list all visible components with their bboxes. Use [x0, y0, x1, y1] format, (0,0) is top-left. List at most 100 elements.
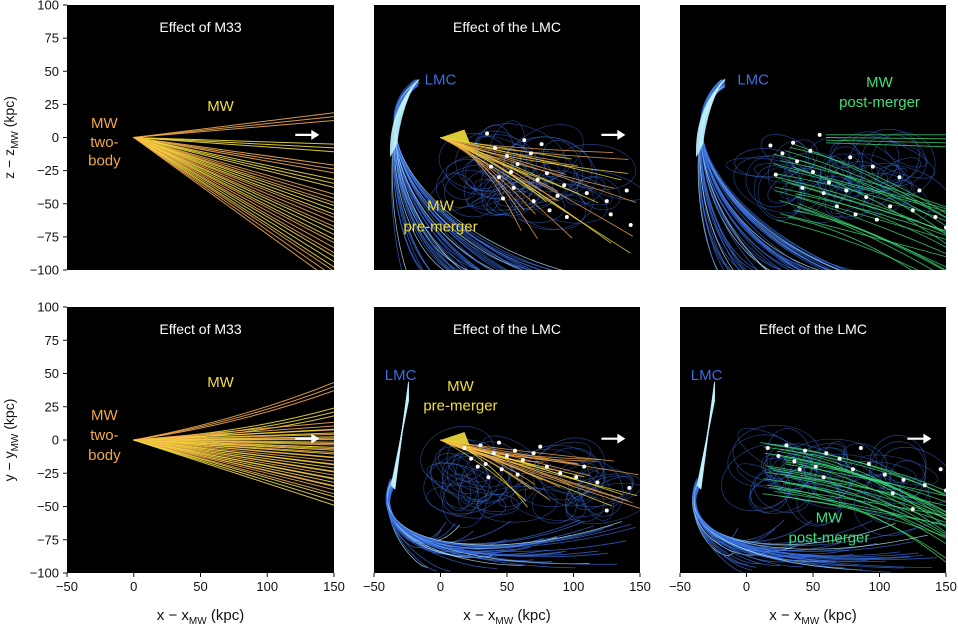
satellite-point	[848, 155, 853, 160]
mw-pre-merger-bundle	[440, 432, 470, 446]
satellite-orbit-loop	[745, 154, 802, 208]
satellite-orbit-loop	[481, 176, 517, 215]
lmc-trajectory	[386, 484, 618, 565]
series-label: post-merger	[839, 94, 920, 111]
y-tick-label: −25	[37, 466, 59, 481]
mw-two-body-trajectory	[133, 137, 334, 207]
satellite-point	[485, 131, 490, 136]
panel-title: Effect of the LMC	[759, 321, 867, 337]
satellite-point	[910, 208, 915, 213]
satellite-orbit-loop	[452, 447, 513, 488]
satellite-point	[531, 451, 536, 456]
mw-two-body-trajectory	[133, 137, 334, 166]
panel-top-3: LMC MW post-merger	[680, 5, 946, 270]
y-tick-label: −50	[37, 499, 59, 514]
satellite-point	[901, 477, 906, 482]
satellite-point	[462, 445, 467, 450]
mw-two-body-trajectory	[133, 137, 334, 211]
satellite-orbit-loop	[528, 444, 606, 495]
satellite-point	[522, 138, 527, 143]
panel-title: Effect of M33	[159, 321, 241, 337]
satellite-orbit-loop	[444, 170, 501, 218]
satellite-orbit-loop	[420, 426, 495, 485]
series-label: body	[88, 447, 121, 464]
satellite-point	[784, 443, 789, 448]
mw-post-merger-trajectory	[788, 170, 946, 212]
x-tick-label: 0	[437, 579, 444, 594]
right-arrow-icon	[907, 433, 932, 444]
satellite-point	[826, 180, 831, 185]
panel-top-2: Effect of the LMC LMC MW pre-merger	[374, 5, 640, 270]
satellite-orbit-loop	[532, 437, 605, 501]
y-tick-label: 100	[37, 300, 59, 315]
satellite-orbit-loop	[824, 153, 863, 190]
x-axis-label-unit: (kpc)	[207, 607, 245, 624]
plot-area	[389, 79, 640, 270]
satellite-point	[486, 475, 491, 480]
series-label: two-	[90, 134, 118, 151]
x-tick-label: 100	[563, 579, 585, 594]
lmc-head-trajectory	[700, 381, 716, 490]
x-tick-label: 150	[323, 579, 345, 594]
satellite-point	[797, 467, 802, 472]
plot-area	[385, 381, 640, 572]
panel-title: Effect of M33	[159, 19, 241, 35]
panel-background	[680, 307, 946, 573]
mw-two-body-trajectory	[133, 433, 334, 441]
mw-post-merger-trajectory	[825, 142, 946, 148]
mw-two-body-trajectory	[133, 137, 334, 184]
mw-two-body-trajectory	[133, 439, 334, 446]
mw-pre-merger-trajectory	[440, 439, 532, 490]
satellite-point	[795, 159, 800, 164]
satellite-point	[811, 169, 815, 174]
satellite-point	[558, 471, 563, 476]
satellite-orbit-loop	[509, 448, 591, 508]
mw-post-merger-trajectory	[793, 209, 946, 270]
lmc-trajectory	[387, 479, 622, 546]
satellite-orbit-loop	[531, 486, 577, 524]
satellite-point	[544, 464, 549, 469]
panel-top-1: Effect of M33 MW MW two-body −100 −75 −50 −25 0 2…	[1, 0, 334, 278]
x-axis-label-subscript: MW	[189, 616, 207, 627]
mw-two-body-trajectory	[133, 386, 334, 441]
mw-post-merger-trajectory	[779, 213, 946, 258]
mw-pre-merger-trajectory	[440, 137, 622, 181]
satellite-point	[564, 215, 569, 219]
mw-two-body-trajectory	[133, 112, 334, 138]
satellite-point	[933, 215, 938, 219]
mw-two-body-trajectory	[133, 137, 318, 270]
series-label: two-	[90, 427, 118, 444]
y-tick-label: −50	[37, 196, 59, 211]
mw-post-merger-trajectory	[773, 163, 946, 210]
mw-post-merger-trajectory	[778, 480, 946, 523]
mw-post-merger-trajectory	[788, 156, 946, 235]
satellite-point	[512, 448, 517, 453]
mw-post-merger-trajectory	[825, 137, 946, 140]
satellite-point	[821, 191, 826, 196]
satellite-orbit-loop	[842, 443, 888, 477]
mw-post-merger-trajectory	[825, 139, 946, 144]
lmc-trajectory	[389, 482, 627, 552]
panel-background	[374, 5, 640, 270]
satellite-point	[520, 457, 525, 462]
series-label: MW	[207, 98, 234, 115]
x-axis-label-subscript: MW	[801, 616, 819, 627]
satellite-orbit-loop	[736, 463, 785, 490]
mw-post-merger-trajectory	[795, 193, 946, 236]
mw-post-merger-trajectory	[784, 457, 946, 513]
satellite-orbit-loop	[727, 434, 795, 487]
x-tick-label: 50	[193, 579, 207, 594]
mw-two-body-trajectory	[133, 439, 334, 487]
satellite-orbit-loop	[441, 463, 471, 512]
series-label: MW	[866, 74, 893, 91]
right-arrow-icon	[295, 433, 320, 444]
satellite-point	[508, 169, 513, 174]
mw-two-body-trajectory	[133, 137, 334, 257]
satellite-point	[604, 199, 609, 204]
arrow-head	[617, 129, 626, 140]
satellite-point	[497, 440, 502, 445]
satellite-point	[834, 204, 839, 209]
mw-post-merger-trajectory	[774, 190, 946, 240]
satellite-orbit-loop	[576, 176, 621, 211]
satellite-point	[882, 472, 887, 477]
